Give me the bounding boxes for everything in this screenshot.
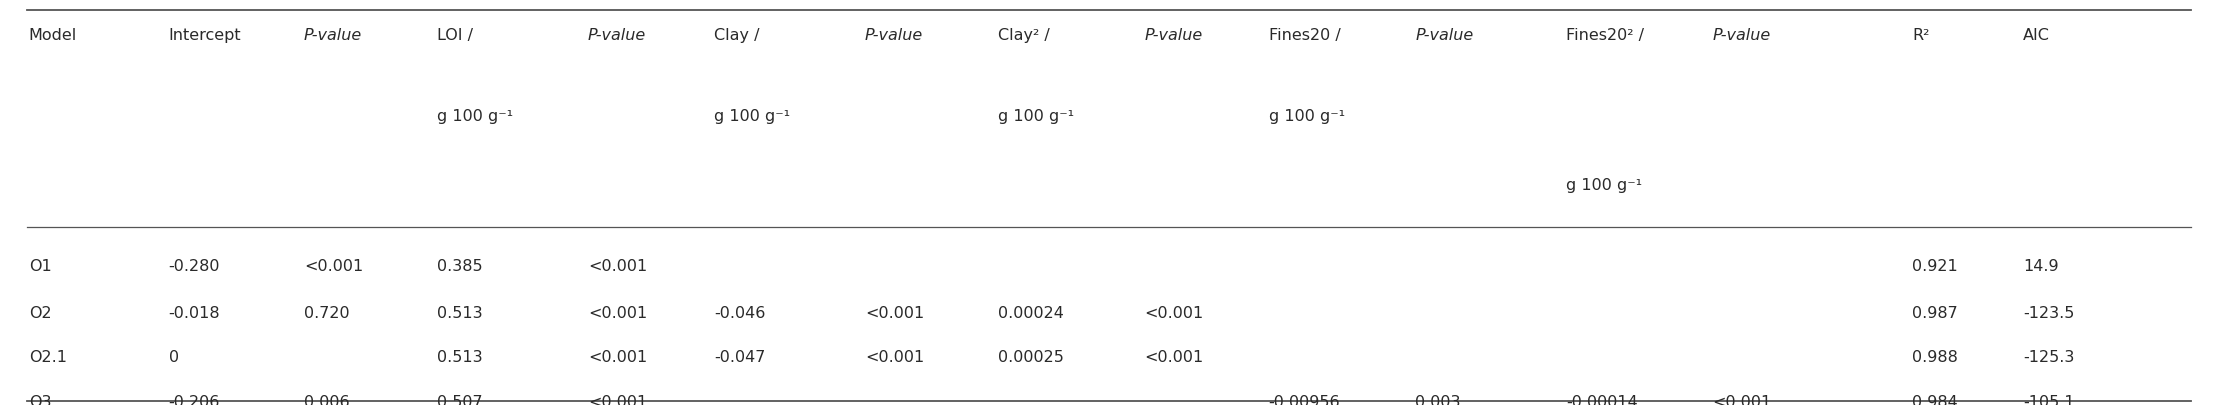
Text: -0.280: -0.280: [169, 259, 220, 274]
Text: O3: O3: [29, 395, 51, 405]
Text: P-value: P-value: [588, 28, 645, 43]
Text: 0.921: 0.921: [1912, 259, 1958, 274]
Text: O2.1: O2.1: [29, 350, 67, 365]
Text: O1: O1: [29, 259, 51, 274]
Text: P-value: P-value: [1415, 28, 1473, 43]
Text: 0.987: 0.987: [1912, 306, 1958, 321]
Text: g 100 g⁻¹: g 100 g⁻¹: [437, 109, 512, 124]
Text: <0.001: <0.001: [1712, 395, 1772, 405]
Text: <0.001: <0.001: [588, 395, 648, 405]
Text: Fines20 /: Fines20 /: [1269, 28, 1340, 43]
Text: Clay /: Clay /: [714, 28, 761, 43]
Text: AIC: AIC: [2023, 28, 2049, 43]
Text: 0.984: 0.984: [1912, 395, 1958, 405]
Text: Model: Model: [29, 28, 78, 43]
Text: 14.9: 14.9: [2023, 259, 2058, 274]
Text: 0.00024: 0.00024: [998, 306, 1065, 321]
Text: 0.720: 0.720: [304, 306, 350, 321]
Text: 0.003: 0.003: [1415, 395, 1462, 405]
Text: P-value: P-value: [1144, 28, 1202, 43]
Text: -0.018: -0.018: [169, 306, 220, 321]
Text: g 100 g⁻¹: g 100 g⁻¹: [1566, 178, 1641, 193]
Text: 0.513: 0.513: [437, 350, 484, 365]
Text: 0.988: 0.988: [1912, 350, 1958, 365]
Text: <0.001: <0.001: [588, 259, 648, 274]
Text: <0.001: <0.001: [588, 350, 648, 365]
Text: g 100 g⁻¹: g 100 g⁻¹: [998, 109, 1074, 124]
Text: -125.3: -125.3: [2023, 350, 2074, 365]
Text: -0.047: -0.047: [714, 350, 765, 365]
Text: P-value: P-value: [304, 28, 362, 43]
Text: O2: O2: [29, 306, 51, 321]
Text: <0.001: <0.001: [865, 306, 925, 321]
Text: LOI /: LOI /: [437, 28, 472, 43]
Text: 0: 0: [169, 350, 180, 365]
Text: R²: R²: [1912, 28, 1930, 43]
Text: Fines20² /: Fines20² /: [1566, 28, 1644, 43]
Text: -123.5: -123.5: [2023, 306, 2074, 321]
Text: g 100 g⁻¹: g 100 g⁻¹: [1269, 109, 1344, 124]
Text: -0.046: -0.046: [714, 306, 765, 321]
Text: -105.1: -105.1: [2023, 395, 2074, 405]
Text: <0.001: <0.001: [588, 306, 648, 321]
Text: -0.00014: -0.00014: [1566, 395, 1637, 405]
Text: 0.385: 0.385: [437, 259, 484, 274]
Text: P-value: P-value: [865, 28, 923, 43]
Text: 0.006: 0.006: [304, 395, 350, 405]
Text: g 100 g⁻¹: g 100 g⁻¹: [714, 109, 790, 124]
Text: 0.00025: 0.00025: [998, 350, 1065, 365]
Text: <0.001: <0.001: [1144, 306, 1204, 321]
Text: <0.001: <0.001: [1144, 350, 1204, 365]
Text: -0.00956: -0.00956: [1269, 395, 1340, 405]
Text: P-value: P-value: [1712, 28, 1770, 43]
Text: Intercept: Intercept: [169, 28, 242, 43]
Text: Clay² /: Clay² /: [998, 28, 1049, 43]
Text: 0.513: 0.513: [437, 306, 484, 321]
Text: <0.001: <0.001: [865, 350, 925, 365]
Text: 0.507: 0.507: [437, 395, 484, 405]
Text: <0.001: <0.001: [304, 259, 364, 274]
Text: -0.206: -0.206: [169, 395, 220, 405]
